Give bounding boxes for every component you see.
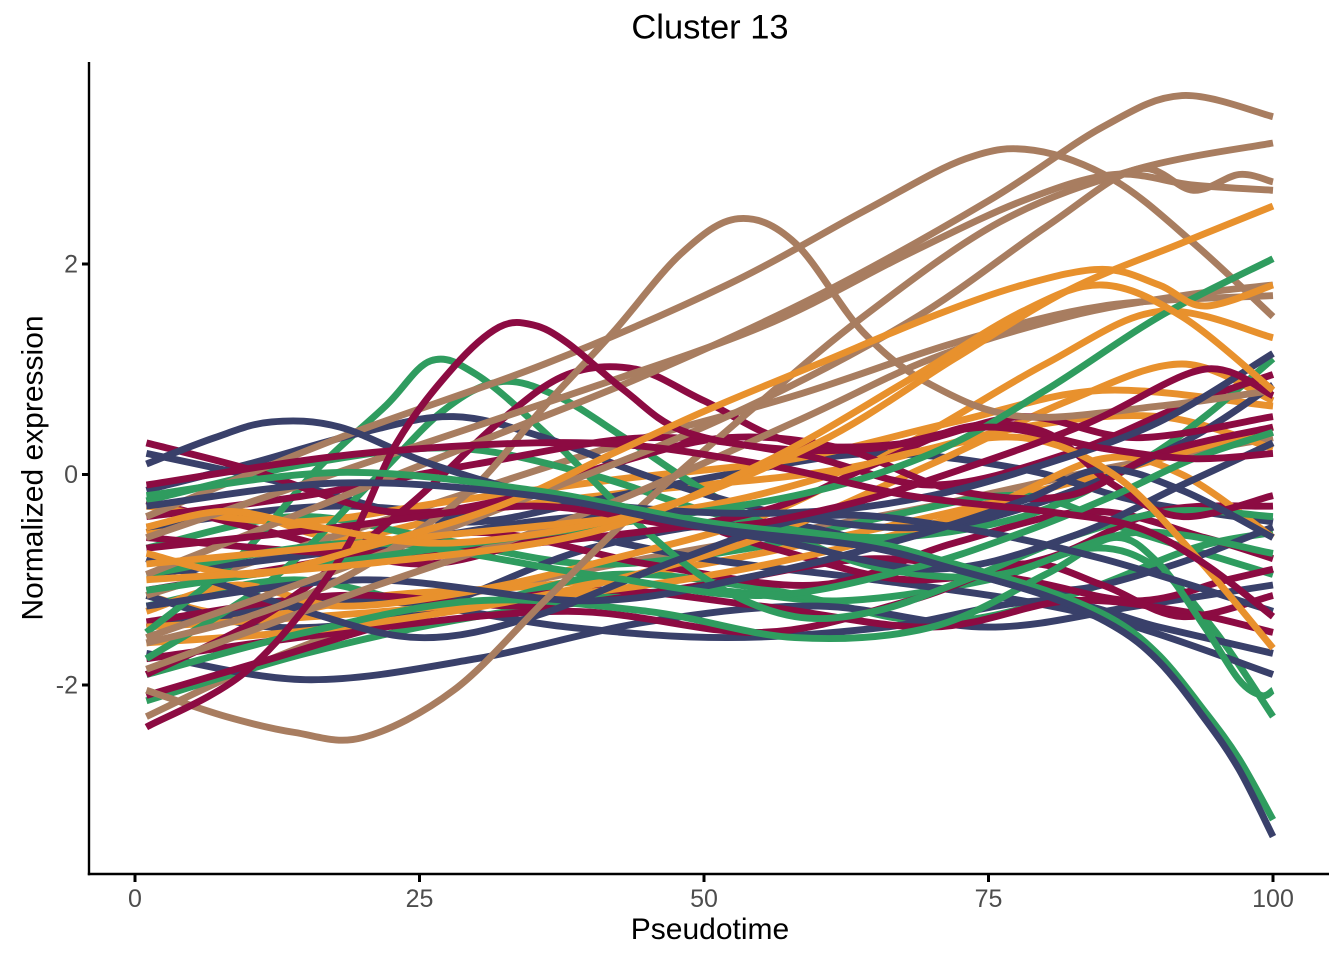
svg-text:0: 0 — [64, 461, 78, 489]
svg-text:0: 0 — [128, 885, 142, 913]
svg-text:-2: -2 — [56, 672, 78, 700]
svg-text:25: 25 — [406, 885, 434, 913]
svg-text:75: 75 — [975, 885, 1003, 913]
svg-text:2: 2 — [64, 251, 78, 279]
svg-text:100: 100 — [1252, 885, 1294, 913]
svg-text:Pseudotime: Pseudotime — [631, 913, 789, 946]
svg-text:Normalized expression: Normalized expression — [17, 315, 50, 620]
svg-text:Cluster 13: Cluster 13 — [631, 9, 788, 47]
svg-text:50: 50 — [690, 885, 718, 913]
